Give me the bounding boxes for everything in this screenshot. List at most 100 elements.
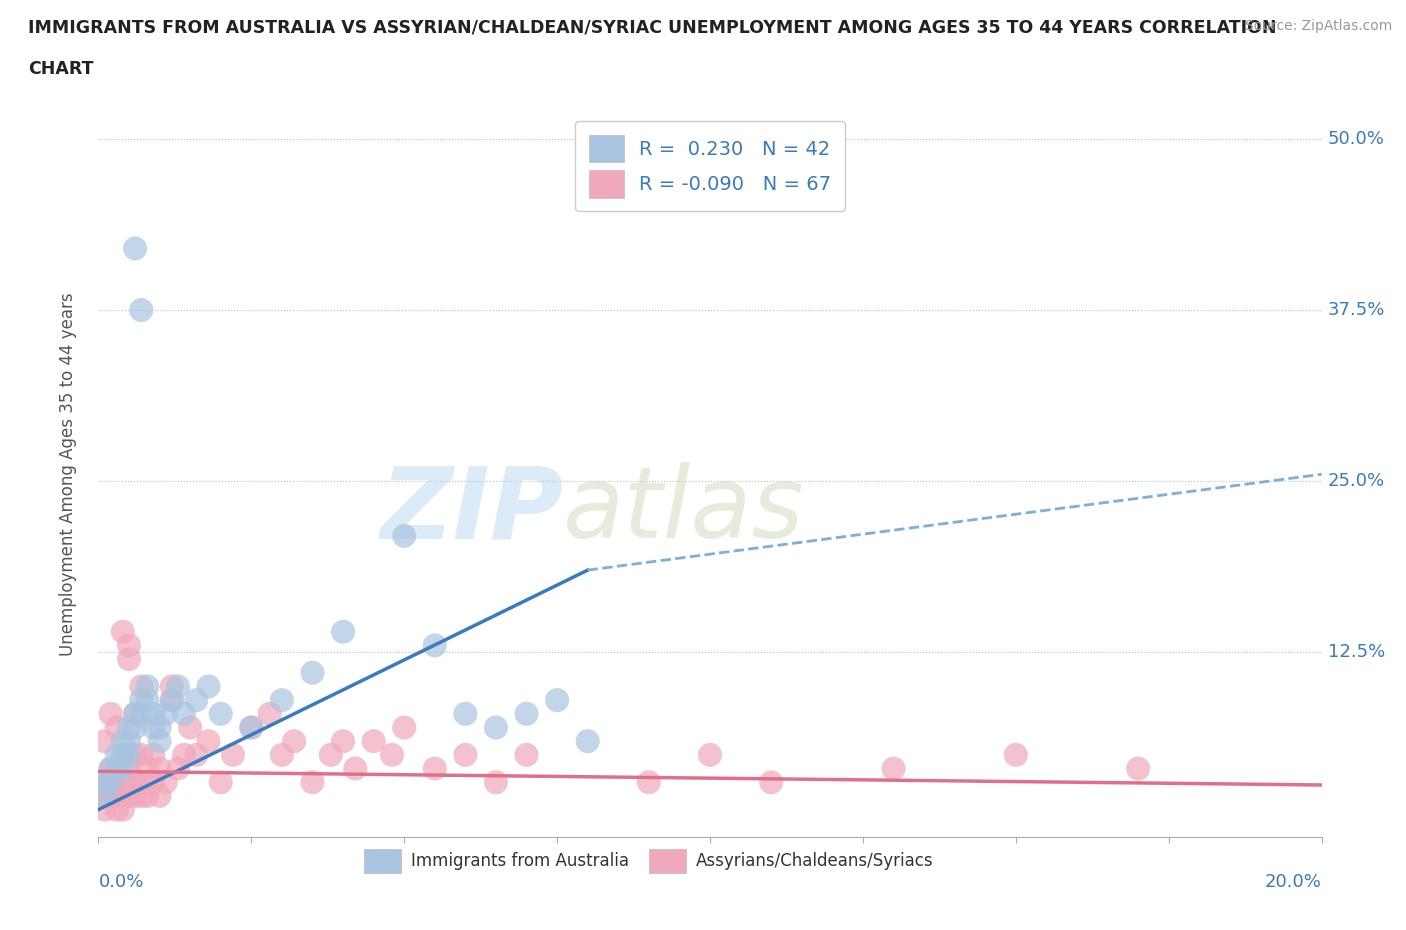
Point <box>155 707 177 722</box>
Point <box>209 707 232 722</box>
Point <box>516 748 538 763</box>
Point <box>1128 761 1150 776</box>
Point <box>100 761 122 776</box>
Text: 50.0%: 50.0% <box>1327 130 1385 148</box>
Point <box>173 748 195 763</box>
Point <box>197 734 219 749</box>
Point <box>332 734 354 749</box>
Point <box>454 748 477 763</box>
Point <box>485 775 508 790</box>
Point <box>270 748 292 763</box>
Point <box>105 748 128 763</box>
Y-axis label: Unemployment Among Ages 35 to 44 years: Unemployment Among Ages 35 to 44 years <box>59 293 77 656</box>
Point <box>124 789 146 804</box>
Point <box>197 679 219 694</box>
Point <box>423 638 446 653</box>
Point <box>179 720 201 735</box>
Point <box>136 789 159 804</box>
Point <box>142 775 165 790</box>
Text: ZIP: ZIP <box>380 462 564 559</box>
Point <box>111 803 134 817</box>
Legend: Immigrants from Australia, Assyrians/Chaldeans/Syriacs: Immigrants from Australia, Assyrians/Cha… <box>357 843 941 880</box>
Point <box>93 789 115 804</box>
Point <box>118 652 141 667</box>
Point <box>344 761 367 776</box>
Point <box>160 693 183 708</box>
Text: IMMIGRANTS FROM AUSTRALIA VS ASSYRIAN/CHALDEAN/SYRIAC UNEMPLOYMENT AMONG AGES 35: IMMIGRANTS FROM AUSTRALIA VS ASSYRIAN/CH… <box>28 19 1277 36</box>
Point <box>93 734 115 749</box>
Point <box>381 748 404 763</box>
Point <box>392 528 416 543</box>
Point <box>93 803 115 817</box>
Point <box>142 748 165 763</box>
Point <box>149 789 172 804</box>
Point <box>111 761 134 776</box>
Point <box>105 761 128 776</box>
Point <box>124 748 146 763</box>
Point <box>576 734 599 749</box>
Text: atlas: atlas <box>564 462 804 559</box>
Point <box>111 734 134 749</box>
Point <box>118 638 141 653</box>
Point <box>111 789 134 804</box>
Point <box>259 707 281 722</box>
Text: 20.0%: 20.0% <box>1265 873 1322 891</box>
Point <box>209 775 232 790</box>
Point <box>93 789 115 804</box>
Point <box>118 734 141 749</box>
Point <box>129 707 152 722</box>
Point <box>100 775 122 790</box>
Point <box>100 789 122 804</box>
Text: Source: ZipAtlas.com: Source: ZipAtlas.com <box>1244 19 1392 33</box>
Point <box>118 775 141 790</box>
Point <box>186 748 208 763</box>
Point <box>111 624 134 639</box>
Point <box>129 693 152 708</box>
Point <box>155 775 177 790</box>
Point <box>111 748 134 763</box>
Point <box>124 775 146 790</box>
Point <box>423 761 446 776</box>
Point <box>129 789 152 804</box>
Point <box>160 679 183 694</box>
Point <box>105 775 128 790</box>
Point <box>363 734 385 749</box>
Point <box>173 707 195 722</box>
Point <box>516 707 538 722</box>
Point <box>149 761 172 776</box>
Point <box>637 775 661 790</box>
Point <box>124 707 146 722</box>
Point <box>240 720 263 735</box>
Point <box>167 761 190 776</box>
Point <box>118 761 141 776</box>
Point <box>124 720 146 735</box>
Point <box>301 775 323 790</box>
Point <box>129 748 152 763</box>
Point <box>392 720 416 735</box>
Point <box>105 803 128 817</box>
Point <box>1004 748 1026 763</box>
Point <box>105 789 128 804</box>
Point <box>160 693 183 708</box>
Point <box>105 761 128 776</box>
Point <box>454 707 477 722</box>
Point <box>270 693 292 708</box>
Point <box>124 241 146 256</box>
Point <box>136 693 159 708</box>
Point <box>105 720 128 735</box>
Point <box>118 789 141 804</box>
Point <box>332 624 354 639</box>
Point <box>118 748 141 763</box>
Point <box>485 720 508 735</box>
Point <box>883 761 905 776</box>
Text: 25.0%: 25.0% <box>1327 472 1385 490</box>
Point <box>118 720 141 735</box>
Text: CHART: CHART <box>28 60 94 78</box>
Text: 37.5%: 37.5% <box>1327 301 1385 319</box>
Point <box>93 775 115 790</box>
Point <box>283 734 305 749</box>
Point <box>100 775 122 790</box>
Point <box>124 707 146 722</box>
Point <box>759 775 782 790</box>
Point <box>129 775 152 790</box>
